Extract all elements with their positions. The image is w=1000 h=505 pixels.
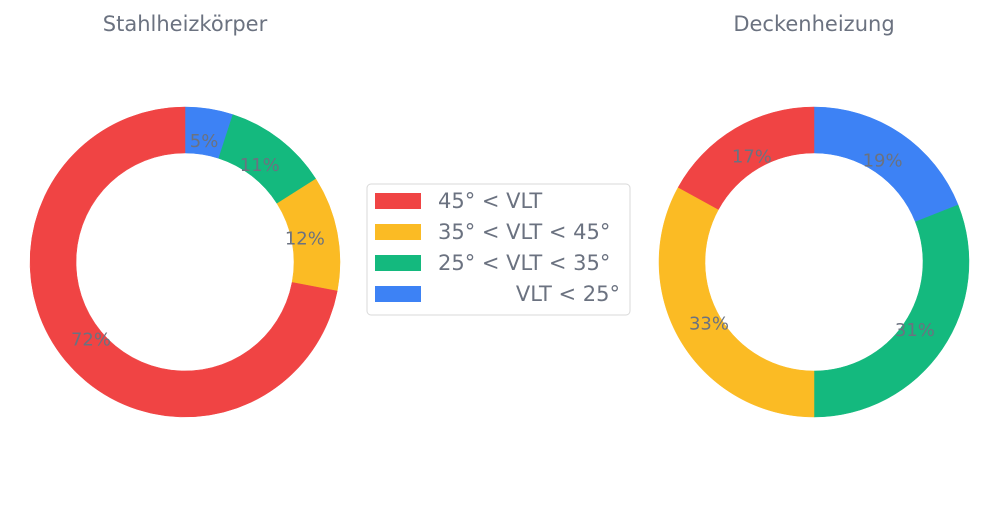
legend-label-vlt-lt-25: VLT < 25° (516, 282, 620, 306)
slice-label-right-vlt-lt-25: 19% (863, 151, 903, 172)
slice-label-right-45-lt-vlt: 17% (732, 146, 772, 167)
legend: 45° < VLT 35° < VLT < 45° 25° < VLT < 35° V… (366, 183, 631, 316)
legend-label-45-lt-vlt: 45° < VLT (438, 189, 542, 213)
legend-swatch-45-lt-vlt (375, 193, 421, 209)
donut-chart-right: Deckenheizung 19% 31% 33% 17% (658, 12, 970, 418)
slice-right-25-lt-vlt-lt-35 (813, 204, 970, 418)
legend-frame (366, 183, 631, 316)
donut-left-slices: 5% 11% 12% 72% (29, 106, 341, 418)
slice-label-left-35-lt-vlt-lt-45: 12% (285, 229, 325, 250)
slice-right-45-lt-vlt (677, 106, 815, 210)
legend-swatch-vlt-lt-25 (375, 286, 421, 302)
legend-label-25-lt-vlt-lt-35: 25° < VLT < 35° (438, 251, 610, 275)
slice-left-45-lt-vlt (29, 106, 338, 418)
legend-swatch-25-lt-vlt-lt-35 (375, 255, 421, 271)
slice-label-left-vlt-lt-25: 5% (190, 131, 219, 152)
donut-right-slices: 19% 31% 33% 17% (658, 106, 970, 418)
slice-label-left-25-lt-vlt-lt-35: 11% (240, 155, 280, 176)
legend-swatch-35-lt-vlt-lt-45 (375, 224, 421, 240)
slice-right-35-lt-vlt-lt-45 (658, 186, 815, 418)
chart-title-right: Deckenheizung (733, 12, 894, 36)
slice-label-right-25-lt-vlt-lt-35: 31% (895, 320, 935, 341)
slice-label-right-35-lt-vlt-lt-45: 33% (689, 314, 729, 335)
chart-title-left: Stahlheizkörper (103, 12, 268, 36)
legend-label-35-lt-vlt-lt-45: 35° < VLT < 45° (438, 220, 610, 244)
slice-label-left-45-lt-vlt: 72% (71, 329, 111, 350)
donut-chart-left: Stahlheizkörper 5% 11% 12% 72% (29, 12, 341, 418)
